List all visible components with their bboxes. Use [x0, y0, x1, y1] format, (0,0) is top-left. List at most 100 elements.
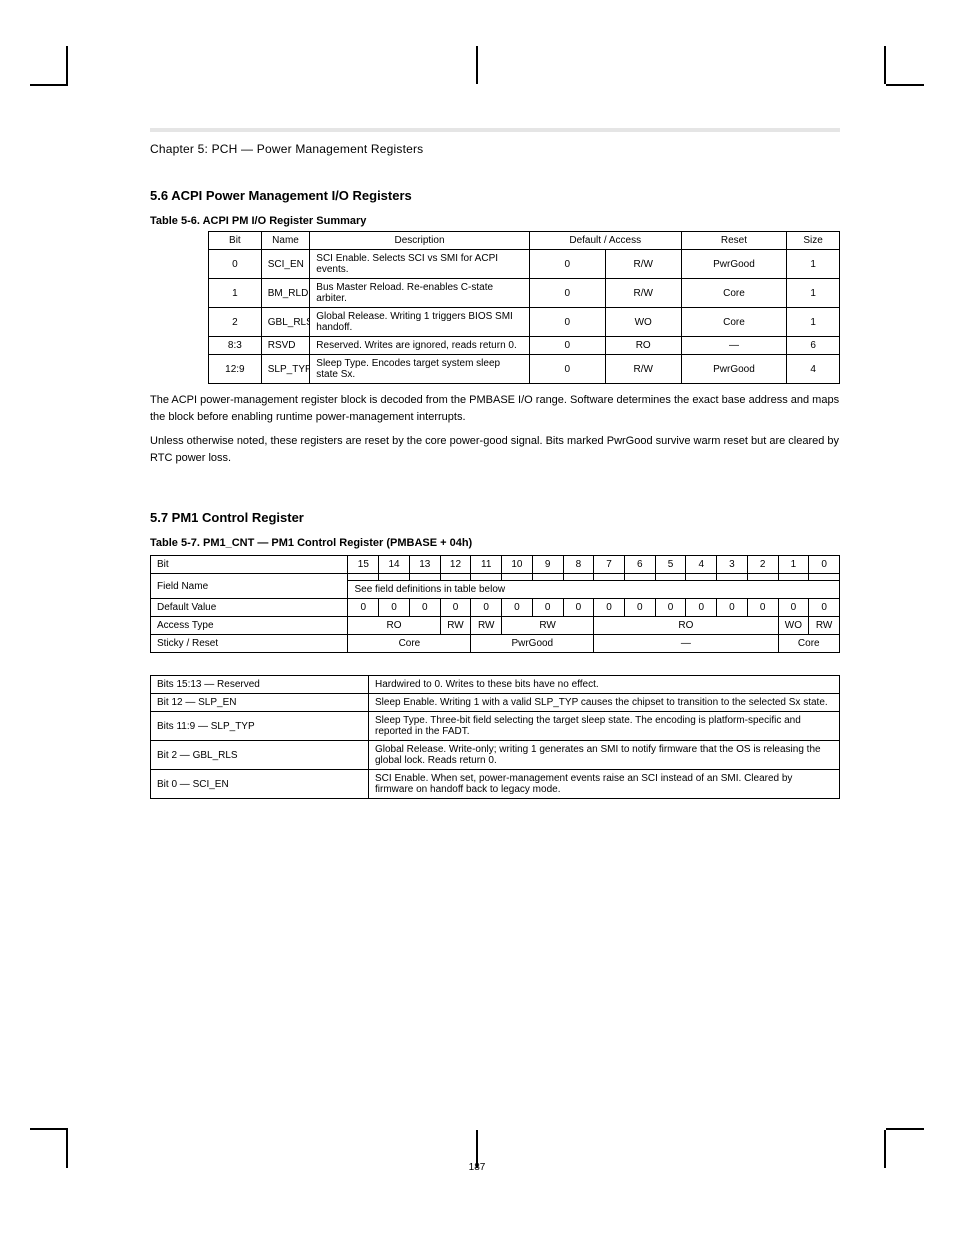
table-cell: 0 — [624, 599, 655, 617]
table-cell: R/W — [605, 279, 681, 308]
bit-number: 5 — [655, 556, 686, 574]
table-row: 8:3RSVDReserved. Writes are ignored, rea… — [209, 337, 840, 355]
table-row: 0SCI_ENSCI Enable. Selects SCI vs SMI fo… — [209, 250, 840, 279]
table-cell: 2 — [209, 308, 262, 337]
bit-number: 8 — [563, 556, 594, 574]
table-cell — [471, 574, 502, 581]
table-cell: 0 — [809, 599, 840, 617]
bit-number: 0 — [809, 556, 840, 574]
table-cell — [686, 574, 717, 581]
table-cell: RW — [440, 617, 471, 635]
field-name: Bit 0 — SCI_EN — [151, 770, 369, 799]
table-cell: 1 — [787, 308, 840, 337]
table-cell: 0 — [686, 599, 717, 617]
bit-number: 12 — [440, 556, 471, 574]
bit-number: 11 — [471, 556, 502, 574]
table-cell: PwrGood — [681, 250, 787, 279]
table-cell — [594, 574, 625, 581]
table-cell: GBL_RLS — [261, 308, 310, 337]
table-cell: 0 — [563, 599, 594, 617]
field-desc: Sleep Enable. Writing 1 with a valid SLP… — [369, 694, 840, 712]
table-cell: 0 — [209, 250, 262, 279]
table2-caption: Table 5-7. PM1_CNT — PM1 Control Registe… — [150, 537, 840, 549]
table-cell: Core — [681, 279, 787, 308]
table-row: 1BM_RLDBus Master Reload. Re-enables C-s… — [209, 279, 840, 308]
bit-number: 1 — [778, 556, 809, 574]
table-row: Field Name — [151, 574, 840, 581]
table-cell: 1 — [209, 279, 262, 308]
table-cell: Core — [681, 308, 787, 337]
field-name: Bit 12 — SLP_EN — [151, 694, 369, 712]
table-cell — [348, 574, 379, 581]
table-cell: RSVD — [261, 337, 310, 355]
table-cell: SCI Enable. Selects SCI vs SMI for ACPI … — [310, 250, 529, 279]
col-desc: Description — [310, 232, 529, 250]
field-name: Bit 2 — GBL_RLS — [151, 741, 369, 770]
page-number: 187 — [0, 1162, 954, 1173]
table1-caption: Table 5-6. ACPI PM I/O Register Summary — [150, 215, 840, 227]
table-cell: 0 — [532, 599, 563, 617]
table-cell: RO — [594, 617, 778, 635]
table-row: Bit 2 — GBL_RLSGlobal Release. Write-onl… — [151, 741, 840, 770]
row-label: Field Name — [151, 574, 348, 599]
table-row: 2GBL_RLSGlobal Release. Writing 1 trigge… — [209, 308, 840, 337]
table-cell — [440, 574, 471, 581]
table-row: Bit1514131211109876543210 — [151, 556, 840, 574]
table-cell: 1 — [787, 279, 840, 308]
table-cell — [778, 574, 809, 581]
table-cell: WO — [778, 617, 809, 635]
table-cell: Core — [348, 635, 471, 653]
table-cell — [624, 574, 655, 581]
table-cell: Bus Master Reload. Re-enables C-state ar… — [310, 279, 529, 308]
table-cell — [747, 574, 778, 581]
bit-number: 2 — [747, 556, 778, 574]
bit-number: 14 — [379, 556, 410, 574]
table-cell: Reserved. Writes are ignored, reads retu… — [310, 337, 529, 355]
table-cell: RO — [348, 617, 440, 635]
table-cell: 1 — [787, 250, 840, 279]
section1-para1: The ACPI power-management register block… — [150, 392, 840, 425]
table-cell: 8:3 — [209, 337, 262, 355]
table-cell: 0 — [529, 308, 605, 337]
table-cell: SCI_EN — [261, 250, 310, 279]
table-cell: 6 — [787, 337, 840, 355]
bit-number: 4 — [686, 556, 717, 574]
table-cell: 0 — [717, 599, 748, 617]
table-cell: PwrGood — [681, 355, 787, 384]
table-cell: SLP_TYP — [261, 355, 310, 384]
col-default: Default / Access — [529, 232, 681, 250]
field-desc: Sleep Type. Three-bit field selecting th… — [369, 712, 840, 741]
table-row: Bit 0 — SCI_ENSCI Enable. When set, powe… — [151, 770, 840, 799]
table-cell: 0 — [502, 599, 533, 617]
table-cell: RW — [502, 617, 594, 635]
bit-number: 10 — [502, 556, 533, 574]
bit-number: 7 — [594, 556, 625, 574]
table-cell: R/W — [605, 250, 681, 279]
table-cell: 0 — [529, 355, 605, 384]
field-name: Bits 15:13 — Reserved — [151, 676, 369, 694]
table-cell: 0 — [440, 599, 471, 617]
bit-header-label: Bit — [151, 556, 348, 574]
table1: Bit Name Description Default / Access Re… — [208, 231, 840, 384]
row-label: Sticky / Reset — [151, 635, 348, 653]
table-cell: 0 — [747, 599, 778, 617]
table-cell: 0 — [529, 279, 605, 308]
table-row: Bits 15:13 — ReservedHardwired to 0. Wri… — [151, 676, 840, 694]
table-cell: 12:9 — [209, 355, 262, 384]
bit-number: 3 — [717, 556, 748, 574]
field-name: Bits 11:9 — SLP_TYP — [151, 712, 369, 741]
table-cell: 4 — [787, 355, 840, 384]
section1-para2: Unless otherwise noted, these registers … — [150, 433, 840, 466]
table-cell — [532, 574, 563, 581]
table-cell — [379, 574, 410, 581]
table-cell: Sleep Type. Encodes target system sleep … — [310, 355, 529, 384]
table-row: Bit 12 — SLP_ENSleep Enable. Writing 1 w… — [151, 694, 840, 712]
field-desc: SCI Enable. When set, power-management e… — [369, 770, 840, 799]
table-cell: 0 — [379, 599, 410, 617]
table-cell: 0 — [409, 599, 440, 617]
table-cell — [655, 574, 686, 581]
table-cell: PwrGood — [471, 635, 594, 653]
bit-number: 9 — [532, 556, 563, 574]
table-cell: 0 — [348, 599, 379, 617]
table-cell: 0 — [471, 599, 502, 617]
